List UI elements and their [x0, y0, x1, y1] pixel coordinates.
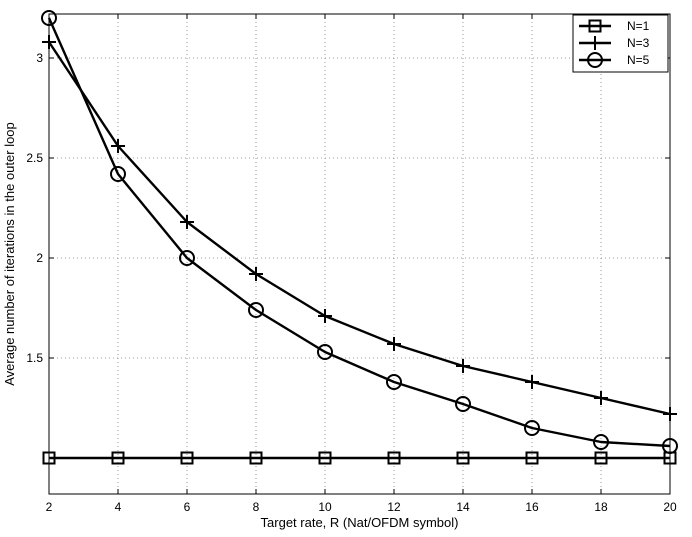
data-point-n5 [179, 250, 195, 266]
series-line-n5 [47, 17, 671, 448]
data-point-n3 [456, 359, 470, 373]
x-tick-label: 2 [46, 500, 53, 514]
x-tick-label: 4 [115, 500, 122, 514]
data-point-n1 [180, 451, 194, 465]
data-point-n3 [387, 337, 401, 351]
x-tick-label: 14 [456, 500, 470, 514]
data-point-n1 [111, 451, 125, 465]
y-tick-label: 1.5 [26, 351, 43, 365]
x-tick-label: 8 [253, 500, 260, 514]
data-point-n3 [663, 407, 677, 421]
data-point-n3 [249, 267, 263, 281]
legend-item-n5: N=5 [579, 52, 650, 68]
data-point-n5 [386, 374, 402, 390]
data-point-n5 [524, 420, 540, 436]
data-point-n1 [387, 451, 401, 465]
x-tick-label: 18 [594, 500, 608, 514]
data-point-n1 [318, 451, 332, 465]
data-point-n3 [111, 139, 125, 153]
series-n3 [42, 35, 677, 421]
data-point-n1 [456, 451, 470, 465]
series-n1 [42, 451, 677, 465]
legend-item-n1: N=1 [579, 19, 650, 33]
y-tick-label: 2 [36, 251, 43, 265]
data-point-n3 [594, 391, 608, 405]
data-point-n3 [42, 35, 56, 49]
data-point-n3 [525, 375, 539, 389]
legend-marker [588, 36, 602, 50]
data-point-n1 [525, 451, 539, 465]
x-tick-label: 20 [663, 500, 677, 514]
series-line-n3 [48, 41, 671, 416]
y-tick-label: 3 [36, 51, 43, 65]
legend-label: N=3 [627, 36, 650, 50]
y-axis-label: Average number of iterations in the oute… [2, 122, 17, 386]
data-point-n5 [317, 344, 333, 360]
x-tick-label: 10 [318, 500, 332, 514]
x-tick-label: 12 [387, 500, 401, 514]
legend-marker [587, 52, 603, 68]
data-point-n5 [110, 166, 126, 182]
data-point-n5 [662, 438, 678, 454]
legend-item-n3: N=3 [579, 36, 650, 50]
series [41, 10, 678, 465]
data-point-n1 [249, 451, 263, 465]
data-point-n1 [42, 451, 56, 465]
data-point-n3 [180, 215, 194, 229]
data-point-n5 [248, 302, 264, 318]
data-point-n5 [593, 434, 609, 450]
plot-frame [48, 13, 671, 495]
series-n5 [41, 10, 678, 454]
legend-label: N=1 [627, 19, 650, 33]
y-tick-label: 2.5 [26, 151, 43, 165]
legend: N=1 N=3 N=5 [572, 14, 669, 73]
data-point-n1 [594, 451, 608, 465]
data-point-n3 [318, 309, 332, 323]
legend-label: N=5 [627, 53, 650, 67]
data-point-n5 [455, 396, 471, 412]
x-tick-label: 6 [184, 500, 191, 514]
axis-ticks: 2 4 6 8 10 12 14 16 18 20 1.5 2 2.5 3 [26, 14, 677, 514]
data-point-n5 [41, 10, 57, 26]
x-tick-label: 16 [525, 500, 539, 514]
legend-marker [588, 19, 602, 33]
grid [49, 14, 670, 494]
x-axis-label: Target rate, R (Nat/OFDM symbol) [261, 515, 459, 530]
